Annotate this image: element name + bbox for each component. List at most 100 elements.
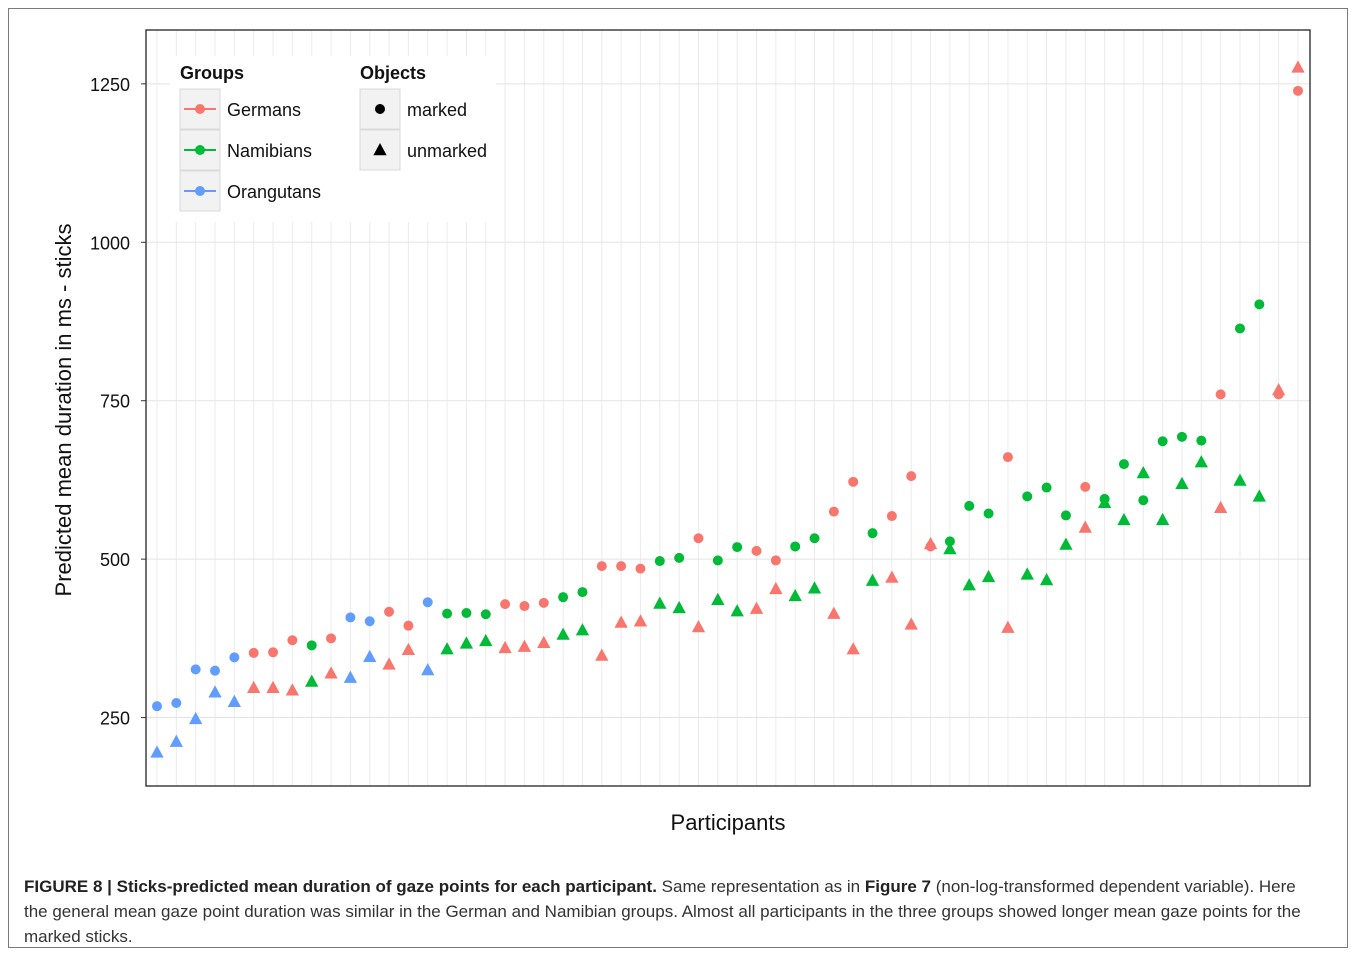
point-unmarked bbox=[556, 627, 570, 640]
point-marked bbox=[1196, 435, 1207, 446]
point-marked bbox=[364, 616, 375, 627]
point-marked bbox=[1041, 482, 1052, 493]
point-marked bbox=[1234, 323, 1245, 334]
point-unmarked bbox=[1020, 567, 1034, 580]
point-marked bbox=[152, 701, 162, 712]
y-axis: 250 500 750 1000 1250 bbox=[90, 75, 146, 729]
point-unmarked bbox=[672, 600, 686, 614]
point-unmarked bbox=[150, 745, 164, 758]
figure-frame bbox=[8, 8, 1348, 948]
point-unmarked bbox=[189, 711, 203, 725]
point-marked bbox=[751, 545, 762, 556]
point-unmarked bbox=[479, 633, 493, 647]
point-unmarked bbox=[1252, 489, 1266, 502]
legend-objects: marked unmarked bbox=[359, 88, 487, 171]
scatter-chart: 250 500 750 1000 1250 Predicted mean duratio… bbox=[51, 29, 1311, 835]
point-unmarked bbox=[653, 596, 667, 609]
legend-group-label: Orangutans bbox=[227, 182, 321, 202]
legend-group-label: Namibians bbox=[227, 141, 312, 161]
point-unmarked bbox=[595, 648, 609, 661]
point-unmarked bbox=[208, 685, 222, 698]
point-unmarked bbox=[962, 578, 976, 591]
legend-key-point bbox=[195, 186, 205, 196]
point-marked bbox=[925, 541, 936, 552]
point-marked bbox=[848, 476, 859, 487]
point-unmarked bbox=[846, 642, 860, 655]
point-unmarked bbox=[865, 573, 880, 586]
point-marked bbox=[480, 609, 491, 620]
legend-key-circle bbox=[375, 104, 385, 114]
y-tick-label: 750 bbox=[100, 392, 130, 412]
y-tick-label: 1000 bbox=[90, 233, 130, 253]
point-marked bbox=[867, 528, 878, 539]
point-unmarked bbox=[1194, 455, 1208, 468]
point-marked bbox=[964, 500, 975, 511]
point-marked bbox=[577, 587, 588, 598]
point-unmarked bbox=[401, 642, 416, 656]
point-unmarked bbox=[1078, 520, 1092, 533]
point-unmarked bbox=[343, 670, 358, 683]
point-marked bbox=[712, 555, 723, 566]
data-points bbox=[150, 60, 1305, 758]
plot-border bbox=[145, 29, 1311, 787]
point-unmarked bbox=[1117, 512, 1131, 526]
point-unmarked bbox=[459, 636, 474, 649]
point-marked bbox=[1118, 459, 1129, 470]
point-unmarked bbox=[1175, 476, 1189, 489]
point-unmarked bbox=[981, 569, 996, 583]
point-marked bbox=[770, 555, 781, 566]
point-unmarked bbox=[614, 615, 628, 628]
point-unmarked bbox=[788, 588, 802, 602]
point-unmarked bbox=[537, 635, 551, 649]
y-tick-label: 250 bbox=[100, 709, 130, 729]
point-marked bbox=[1176, 431, 1187, 442]
point-unmarked bbox=[943, 541, 957, 555]
point-unmarked bbox=[169, 734, 183, 747]
point-marked bbox=[886, 511, 897, 522]
point-marked bbox=[732, 542, 743, 553]
point-unmarked bbox=[266, 680, 280, 694]
point-unmarked bbox=[691, 619, 706, 633]
point-marked bbox=[693, 533, 704, 544]
point-unmarked bbox=[1233, 473, 1247, 486]
point-unmarked bbox=[1039, 573, 1054, 586]
point-marked bbox=[461, 608, 472, 619]
point-marked bbox=[1215, 389, 1226, 400]
point-unmarked bbox=[285, 683, 300, 696]
legend-object-label: marked bbox=[407, 100, 467, 120]
figure-caption: FIGURE 8 | Sticks-predicted mean duratio… bbox=[24, 874, 1324, 949]
point-marked bbox=[287, 635, 298, 646]
legend-key-triangle bbox=[373, 143, 387, 156]
point-unmarked bbox=[498, 640, 512, 654]
y-axis-label: Predicted mean duration in ms - sticks bbox=[51, 224, 76, 597]
point-marked bbox=[190, 664, 201, 675]
point-unmarked bbox=[227, 694, 242, 707]
point-unmarked bbox=[885, 570, 899, 583]
point-unmarked bbox=[517, 639, 532, 652]
point-unmarked bbox=[807, 581, 822, 594]
point-marked bbox=[983, 508, 994, 519]
point-marked bbox=[1138, 495, 1149, 506]
point-unmarked bbox=[711, 592, 725, 605]
point-unmarked bbox=[1136, 465, 1150, 479]
point-marked bbox=[403, 620, 414, 631]
point-unmarked bbox=[1059, 537, 1073, 550]
legend-groups-title: Groups bbox=[180, 63, 244, 83]
point-marked bbox=[828, 506, 839, 517]
point-unmarked bbox=[247, 680, 261, 694]
point-unmarked bbox=[749, 601, 764, 614]
point-unmarked bbox=[769, 581, 783, 595]
point-unmarked bbox=[575, 623, 590, 636]
point-unmarked bbox=[305, 674, 319, 687]
point-unmarked bbox=[730, 604, 744, 617]
caption-label: FIGURE 8 | Sticks-predicted mean duratio… bbox=[24, 877, 657, 896]
point-unmarked bbox=[1001, 620, 1015, 633]
legend-object-label: unmarked bbox=[407, 141, 487, 161]
point-unmarked bbox=[1155, 512, 1170, 526]
point-marked bbox=[1273, 389, 1284, 400]
point-marked bbox=[596, 561, 607, 572]
point-marked bbox=[248, 647, 259, 658]
y-tick-label: 500 bbox=[100, 550, 130, 570]
point-marked bbox=[674, 552, 685, 563]
point-marked bbox=[1022, 491, 1033, 502]
